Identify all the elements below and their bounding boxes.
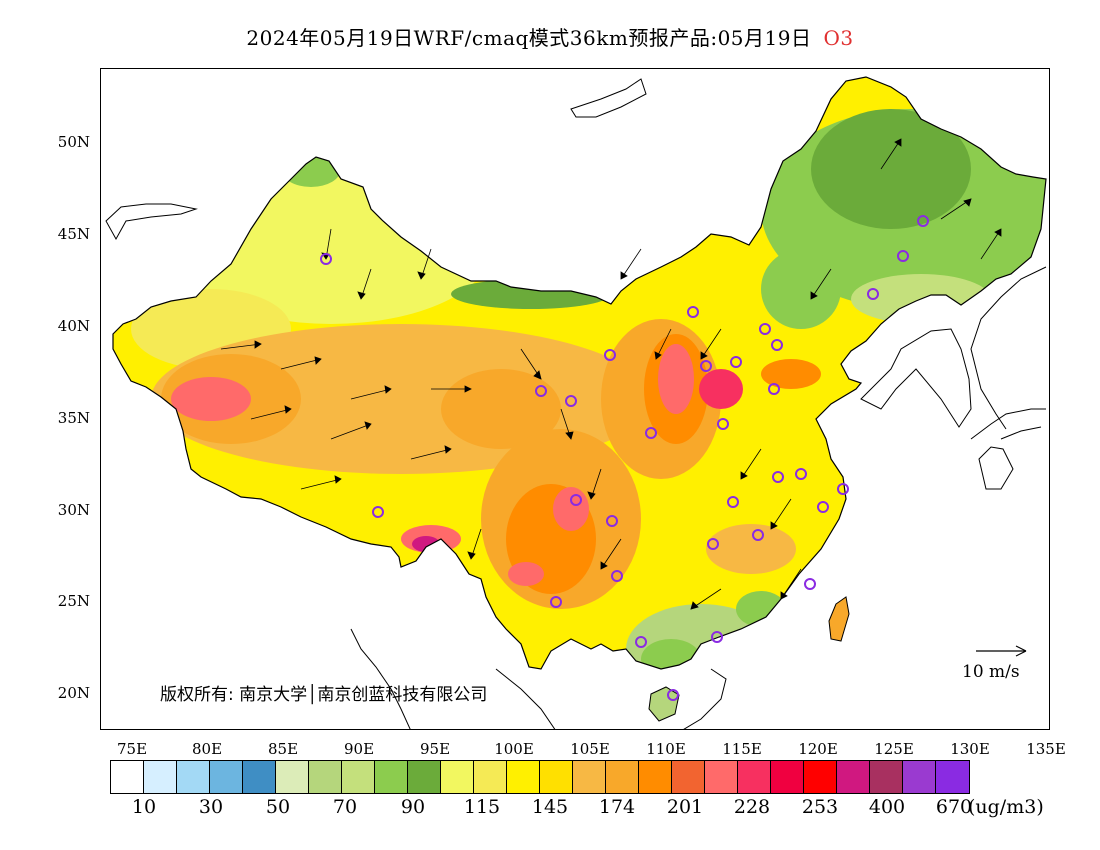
map-panel[interactable] [100, 68, 1050, 730]
legend-swatch [276, 761, 309, 793]
lon-label-130e: 130E [950, 740, 990, 758]
legend-label: 145 [531, 796, 569, 818]
legend-swatch [540, 761, 573, 793]
legend-swatch [738, 761, 771, 793]
taiwan-island [828, 596, 850, 642]
legend-label: 201 [666, 796, 704, 818]
legend-swatch [111, 761, 144, 793]
legend-swatch [606, 761, 639, 793]
lon-label-95e: 95E [419, 740, 451, 758]
map-title: 2024年05月19日WRF/cmaq模式36km预报产品:05月19日 O3 [0, 22, 1100, 51]
legend-swatch [243, 761, 276, 793]
copyright-notice: 版权所有: 南京大学│南京创蓝科技有限公司 [160, 685, 488, 705]
legend-swatch [309, 761, 342, 793]
legend-swatch [210, 761, 243, 793]
lon-label-90e: 90E [343, 740, 375, 758]
legend-swatch [408, 761, 441, 793]
legend-label: 70 [332, 796, 358, 818]
lat-label-50n: 50N [57, 133, 90, 151]
legend-label: 670 [935, 796, 973, 818]
lat-label-45n: 45N [57, 225, 90, 243]
legend-label: 228 [733, 796, 771, 818]
legend-swatch [177, 761, 210, 793]
lat-label-40n: 40N [57, 317, 90, 335]
lat-label-20n: 20N [57, 684, 90, 702]
wind-reference-arrow [976, 645, 1027, 657]
legend-label: 30 [198, 796, 224, 818]
legend-swatch [705, 761, 738, 793]
legend-swatch [573, 761, 606, 793]
legend-unit: (ug/m3) [968, 796, 1044, 818]
lon-label-110e: 110E [646, 740, 686, 758]
lon-label-125e: 125E [874, 740, 914, 758]
legend-swatch [672, 761, 705, 793]
legend-swatch [837, 761, 870, 793]
legend-label: 90 [400, 796, 426, 818]
legend-swatch [870, 761, 903, 793]
legend-swatch [804, 761, 837, 793]
station-markers [320, 215, 929, 701]
legend-swatch [639, 761, 672, 793]
pollutant-species: O3 [823, 26, 854, 50]
hainan-island [648, 686, 680, 722]
legend-swatch [441, 761, 474, 793]
legend-label: 253 [801, 796, 839, 818]
lon-label-120e: 120E [798, 740, 838, 758]
legend-swatch [342, 761, 375, 793]
foreign-coastlines [105, 78, 1047, 729]
legend-colorbar [110, 760, 970, 794]
lat-label-25n: 25N [57, 592, 90, 610]
legend-label: 174 [598, 796, 636, 818]
legend-swatch [144, 761, 177, 793]
lon-label-85e: 85E [267, 740, 299, 758]
lon-label-100e: 100E [494, 740, 534, 758]
lon-label-75e: 75E [116, 740, 148, 758]
lon-label-105e: 105E [570, 740, 610, 758]
lat-label-30n: 30N [57, 501, 90, 519]
legend-swatch [507, 761, 540, 793]
legend-swatch [771, 761, 804, 793]
legend-swatch [936, 761, 969, 793]
lat-label-35n: 35N [57, 409, 90, 427]
legend-swatch [375, 761, 408, 793]
legend-label: 10 [131, 796, 157, 818]
wind-vectors [220, 138, 1002, 610]
ozone-map [105, 76, 1047, 729]
lon-label-135e: 135E [1026, 740, 1066, 758]
legend-label: 115 [463, 796, 501, 818]
legend-swatch [474, 761, 507, 793]
legend-swatch [903, 761, 936, 793]
lon-label-80e: 80E [191, 740, 223, 758]
legend-label: 50 [265, 796, 291, 818]
title-text: 2024年05月19日WRF/cmaq模式36km预报产品:05月19日 [246, 26, 812, 50]
legend-label: 400 [868, 796, 906, 818]
wind-reference-label: 10 m/s [962, 662, 1020, 682]
lon-label-115e: 115E [722, 740, 762, 758]
china-border [112, 76, 1047, 670]
